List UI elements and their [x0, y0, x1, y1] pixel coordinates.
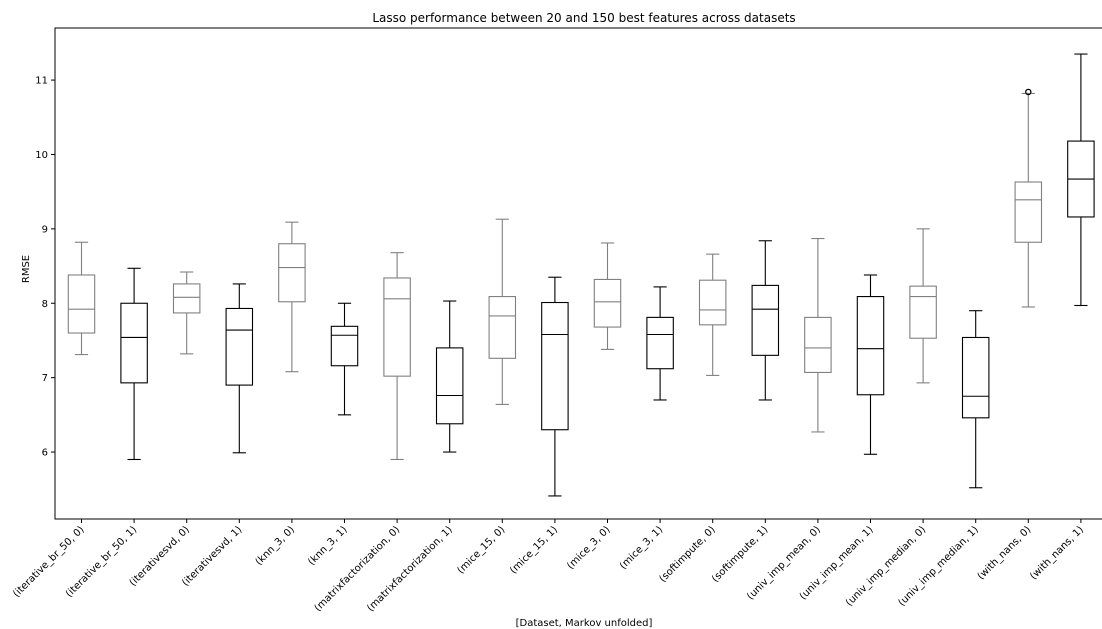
outlier-point [1025, 88, 1032, 96]
box-group [856, 274, 885, 455]
box-iqr [909, 285, 937, 339]
x-tick-label: (knn_3, 1) [306, 524, 349, 567]
box-iqr [330, 325, 359, 367]
x-tick-label: (mice_3, 1) [618, 524, 665, 571]
box-group [225, 283, 254, 454]
x-tick-label: (matrixfactorization, 1) [365, 524, 455, 614]
box-iqr [593, 278, 622, 328]
box-group [172, 271, 201, 355]
box-group [383, 252, 411, 461]
y-tick-label: 10 [35, 150, 48, 161]
box-group [435, 300, 464, 453]
box-iqr [120, 302, 148, 384]
x-tick-label: (knn_3, 0) [254, 524, 297, 567]
x-axis-label: [Dataset, Markov unfolded] [516, 618, 653, 629]
x-tick-label: (mice_3, 0) [565, 524, 612, 571]
box-iqr [698, 279, 727, 326]
box-iqr [278, 243, 306, 303]
x-tick-label: (softimpute, 0) [657, 524, 717, 584]
box-iqr [804, 316, 832, 373]
box-group [909, 228, 937, 384]
x-tick-label: (with_nans, 1) [1028, 524, 1086, 582]
x-tick-label: (matrixfactorization, 0) [313, 524, 403, 614]
box-iqr [646, 316, 674, 370]
box-iqr [961, 336, 990, 419]
box-group [646, 286, 674, 401]
box-group [541, 276, 569, 497]
y-tick-label: 11 [35, 76, 48, 87]
box-group [488, 218, 517, 405]
box-iqr [225, 307, 254, 386]
x-axis: (iterative_br_50, 0)(iterative_br_50, 1)… [11, 519, 1086, 614]
chart-title: Lasso performance between 20 and 150 bes… [372, 11, 795, 25]
x-tick-label: (with_nans, 0) [976, 524, 1034, 582]
plot-frame [54, 27, 1102, 520]
y-axis: 6 7 8 9 10 11 [35, 76, 55, 459]
x-tick-label: (softimpute, 1) [710, 524, 770, 584]
box-group [698, 253, 727, 376]
y-tick-label: 9 [42, 224, 48, 235]
box-iqr [751, 284, 780, 356]
y-axis-label: RMSE [21, 255, 32, 283]
box-iqr [488, 296, 517, 359]
box-iqr [67, 274, 96, 334]
boxes-layer [67, 53, 1095, 497]
box-group [961, 310, 990, 489]
box-iqr [541, 301, 569, 431]
box-iqr [383, 277, 411, 377]
x-tick-label: (mice_15, 1) [508, 524, 560, 576]
box-group [330, 302, 359, 416]
box-iqr [435, 347, 464, 425]
box-group [120, 267, 148, 461]
box-iqr [856, 296, 885, 396]
box-group [593, 242, 622, 350]
box-group [1014, 88, 1043, 308]
box-group [804, 237, 832, 433]
box-group [1067, 53, 1095, 307]
box-group [67, 241, 96, 356]
box-group [751, 240, 780, 401]
y-tick-label: 6 [42, 448, 48, 459]
y-tick-label: 8 [42, 299, 48, 310]
box-iqr [1014, 181, 1043, 243]
x-tick-label: (mice_15, 0) [456, 524, 508, 576]
box-group [278, 221, 306, 373]
y-tick-label: 7 [42, 373, 48, 384]
box-iqr [172, 283, 201, 314]
